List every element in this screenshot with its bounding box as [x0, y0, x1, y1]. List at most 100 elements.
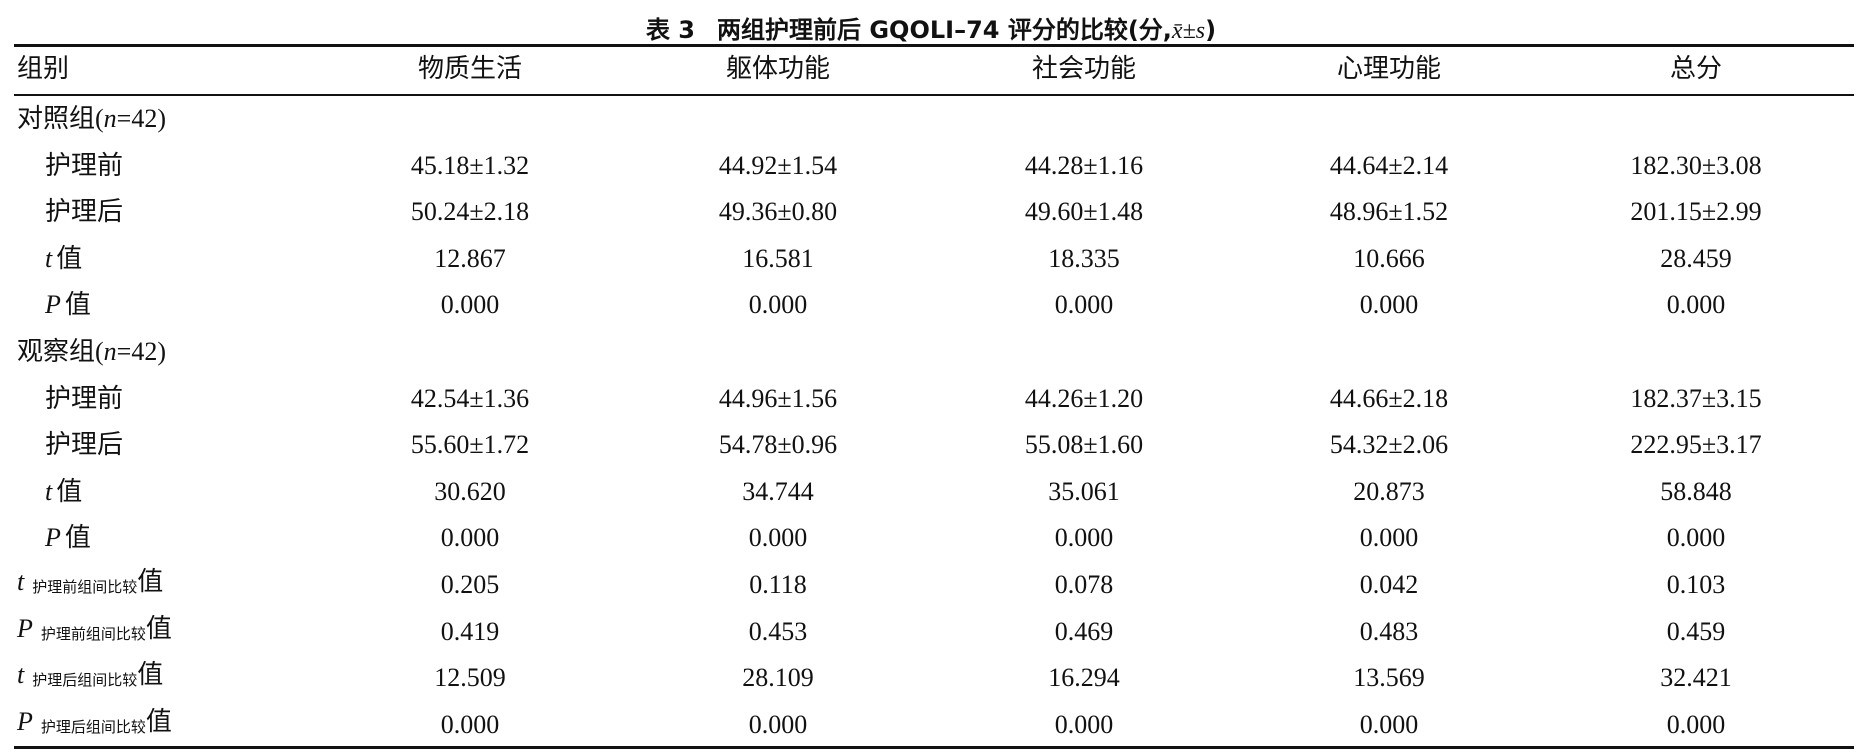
- bottom-rule: [14, 746, 1854, 749]
- table-cell: 0.000: [748, 523, 808, 553]
- table-cell: 44.28±1.16: [1024, 150, 1144, 180]
- table-cell: 32.421: [1660, 663, 1732, 693]
- table-cell: 55.60±1.72: [410, 430, 530, 460]
- title-number: 表 3: [645, 16, 695, 44]
- table-cell: 34.744: [742, 476, 814, 506]
- title-stat: x̄±s: [1171, 18, 1206, 44]
- row-label: 对照组(n=42): [17, 104, 166, 134]
- label-subscript: 护理后组间比较: [32, 673, 138, 690]
- header-cell: 躯体功能: [725, 54, 831, 83]
- row-label: P 护理前组间比较值: [17, 614, 172, 650]
- table-cell: 44.92±1.54: [718, 150, 838, 180]
- table-cell: 0.000: [1666, 290, 1726, 320]
- table-cell: 0.078: [1054, 570, 1114, 599]
- title-text: 两组护理前后 GQOLI–74 评分的比较(分,: [717, 16, 1172, 44]
- label-text: 值: [64, 523, 91, 553]
- table-title: 表 3 两组护理前后 GQOLI–74 评分的比较(分,x̄±s): [0, 10, 1862, 45]
- label-symbol: P: [45, 290, 61, 320]
- label-text: 护理后: [45, 430, 124, 460]
- table-cell: 44.26±1.20: [1024, 383, 1144, 413]
- title-close: ): [1205, 16, 1217, 44]
- label-text: 值: [145, 706, 172, 736]
- label-text: =42): [116, 337, 166, 366]
- table-cell: 222.95±3.17: [1630, 430, 1762, 460]
- table-cell: 0.000: [440, 290, 500, 320]
- table-cell: 55.08±1.60: [1024, 430, 1144, 460]
- table-cell: 16.581: [742, 243, 814, 273]
- label-text: 值: [137, 567, 164, 596]
- label-text: 值: [145, 613, 172, 643]
- table-cell: 0.118: [749, 570, 807, 599]
- label-symbol: n: [103, 104, 117, 133]
- table-cell: 0.103: [1666, 570, 1726, 599]
- table-cell: 0.483: [1359, 616, 1419, 646]
- label-symbol: P: [17, 706, 33, 736]
- row-label: t 护理前组间比较值: [17, 567, 163, 603]
- table-cell: 0.000: [1054, 523, 1114, 553]
- table-cell: 44.96±1.56: [718, 383, 838, 413]
- top-rule: [14, 44, 1854, 47]
- table-cell: 44.64±2.14: [1329, 150, 1449, 180]
- table-cell: 54.32±2.06: [1329, 430, 1449, 460]
- label-symbol: P: [45, 523, 61, 553]
- header-cell: 总分: [1669, 54, 1723, 83]
- label-text: 值: [64, 290, 91, 320]
- table-cell: 0.042: [1359, 570, 1419, 599]
- header-cell: 物质生活: [417, 54, 523, 83]
- table-cell: 12.509: [434, 663, 506, 693]
- label-text: 护理前: [45, 150, 124, 180]
- table-cell: 49.36±0.80: [718, 197, 838, 227]
- label-subscript: 护理后组间比较: [40, 719, 146, 736]
- table-cell: 49.60±1.48: [1024, 197, 1144, 227]
- label-text: 值: [56, 243, 83, 273]
- label-symbol: n: [103, 337, 117, 366]
- row-label: 观察组(n=42): [17, 337, 166, 367]
- label-symbol: t: [17, 567, 25, 596]
- table-cell: 35.061: [1048, 476, 1120, 506]
- label-text: 值: [137, 660, 164, 690]
- table-cell: 0.205: [440, 570, 500, 599]
- header-rule: [14, 94, 1854, 96]
- label-symbol: t: [45, 243, 53, 273]
- table-cell: 0.453: [748, 616, 808, 646]
- table-cell: 0.000: [1359, 290, 1419, 320]
- table-cell: 20.873: [1353, 476, 1425, 506]
- table-cell: 182.37±3.15: [1630, 383, 1762, 413]
- row-label: 护理前: [45, 384, 123, 414]
- label-text: 值: [56, 476, 83, 506]
- label-text: =42): [116, 104, 166, 133]
- table-cell: 45.18±1.32: [410, 150, 530, 180]
- table-cell: 0.000: [440, 523, 500, 553]
- table-cell: 0.459: [1666, 616, 1726, 646]
- table-cell: 0.000: [1666, 523, 1726, 553]
- table-cell: 13.569: [1353, 663, 1425, 693]
- table-cell: 0.000: [1359, 709, 1419, 739]
- label-subscript: 护理前组间比较: [40, 626, 146, 643]
- row-label: 护理后: [45, 197, 123, 227]
- table-cell: 16.294: [1048, 663, 1120, 693]
- table-cell: 201.15±2.99: [1630, 197, 1762, 227]
- label-symbol: t: [17, 660, 25, 690]
- label-text: 护理后: [45, 197, 124, 227]
- label-subscript: 护理前组间比较: [32, 580, 138, 596]
- table-cell: 58.848: [1660, 476, 1732, 506]
- table-cell: 28.459: [1660, 243, 1732, 273]
- table-cell: 0.000: [440, 709, 500, 739]
- table-cell: 0.000: [1666, 709, 1726, 739]
- table-cell: 48.96±1.52: [1329, 197, 1449, 227]
- table-cell: 54.78±0.96: [718, 430, 838, 460]
- table-cell: 0.469: [1054, 616, 1114, 646]
- label-symbol: t: [45, 476, 53, 506]
- row-label: 护理前: [45, 151, 123, 181]
- label-text: 观察组(: [17, 337, 104, 366]
- table-cell: 28.109: [742, 663, 814, 693]
- table-cell: 182.30±3.08: [1630, 150, 1762, 180]
- table-cell: 0.419: [440, 616, 500, 646]
- table-cell: 50.24±2.18: [410, 197, 530, 227]
- row-label: P 护理后组间比较值: [17, 707, 172, 743]
